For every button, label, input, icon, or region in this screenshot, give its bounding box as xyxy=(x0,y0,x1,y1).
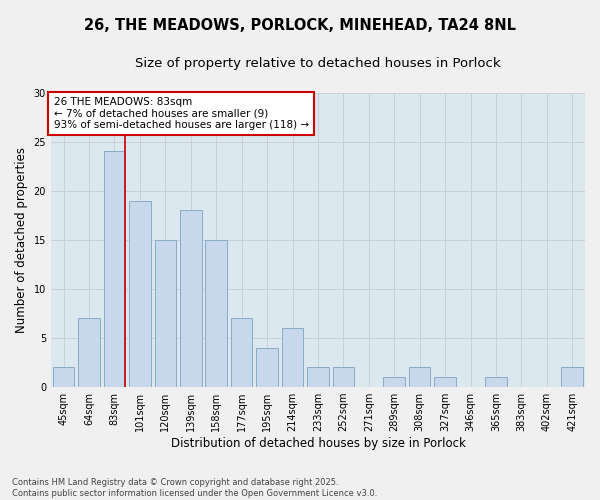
X-axis label: Distribution of detached houses by size in Porlock: Distribution of detached houses by size … xyxy=(170,437,466,450)
Bar xyxy=(256,348,278,387)
Text: Contains HM Land Registry data © Crown copyright and database right 2025.
Contai: Contains HM Land Registry data © Crown c… xyxy=(12,478,377,498)
Bar xyxy=(282,328,304,387)
Bar xyxy=(332,368,354,387)
Bar xyxy=(307,368,329,387)
Bar xyxy=(485,378,507,387)
Bar xyxy=(562,368,583,387)
Text: 26 THE MEADOWS: 83sqm
← 7% of detached houses are smaller (9)
93% of semi-detach: 26 THE MEADOWS: 83sqm ← 7% of detached h… xyxy=(53,97,309,130)
Bar xyxy=(180,210,202,387)
Text: 26, THE MEADOWS, PORLOCK, MINEHEAD, TA24 8NL: 26, THE MEADOWS, PORLOCK, MINEHEAD, TA24… xyxy=(84,18,516,32)
Title: Size of property relative to detached houses in Porlock: Size of property relative to detached ho… xyxy=(135,58,501,70)
Bar xyxy=(231,318,253,387)
Bar xyxy=(78,318,100,387)
Bar xyxy=(129,200,151,387)
Bar xyxy=(104,152,125,387)
Bar xyxy=(53,368,74,387)
Bar xyxy=(434,378,456,387)
Bar xyxy=(383,378,405,387)
Bar xyxy=(205,240,227,387)
Y-axis label: Number of detached properties: Number of detached properties xyxy=(15,147,28,333)
Bar xyxy=(409,368,430,387)
Bar xyxy=(155,240,176,387)
